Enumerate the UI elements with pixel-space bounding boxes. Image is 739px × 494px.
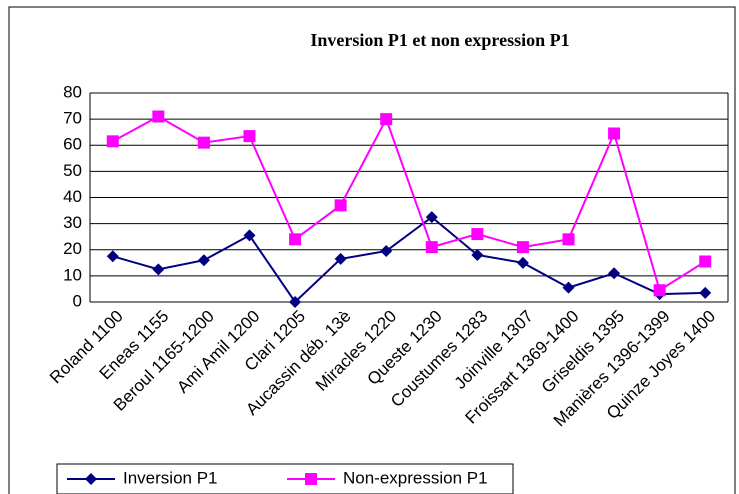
series-line — [112, 215, 706, 304]
y-tick-label: 50 — [63, 161, 82, 180]
data-point — [106, 250, 119, 263]
data-point — [608, 267, 621, 280]
data-point — [653, 284, 666, 297]
y-tick-label: 10 — [63, 265, 82, 284]
y-tick-label: 40 — [63, 187, 82, 206]
data-point — [243, 229, 256, 242]
data-point — [152, 263, 165, 276]
legend-marker — [85, 473, 97, 485]
y-tick-label: 80 — [63, 82, 82, 101]
legend-box — [56, 463, 514, 494]
data-point — [516, 256, 529, 269]
y-tick-label: 70 — [63, 109, 82, 128]
data-point — [197, 136, 210, 149]
data-point — [289, 296, 302, 308]
y-tick-label: 30 — [63, 213, 82, 232]
data-point — [334, 199, 347, 212]
y-tick-label: 20 — [63, 239, 82, 258]
data-point — [380, 245, 393, 258]
legend-label: Non-expression P1 — [343, 468, 488, 487]
data-point — [562, 281, 575, 294]
data-point — [562, 233, 575, 246]
legend-marker — [305, 473, 317, 485]
y-tick-label: 60 — [63, 135, 82, 154]
chart-title: Inversion P1 et non expression P1 — [310, 30, 569, 50]
data-point — [471, 228, 484, 241]
data-point — [334, 252, 347, 265]
data-point — [197, 254, 210, 267]
data-point — [425, 241, 438, 254]
chart-frame — [8, 6, 736, 494]
data-point — [425, 211, 438, 224]
series-line — [112, 115, 706, 292]
data-point — [243, 130, 256, 143]
data-point — [699, 255, 712, 268]
data-point — [152, 110, 165, 123]
data-point — [699, 286, 712, 299]
data-point — [380, 113, 393, 126]
y-tick-label: 0 — [73, 291, 82, 310]
data-point — [608, 127, 621, 140]
data-point — [516, 241, 529, 254]
data-point — [289, 233, 302, 246]
data-point — [106, 135, 119, 148]
legend-label: Inversion P1 — [123, 468, 218, 487]
data-point — [471, 248, 484, 261]
